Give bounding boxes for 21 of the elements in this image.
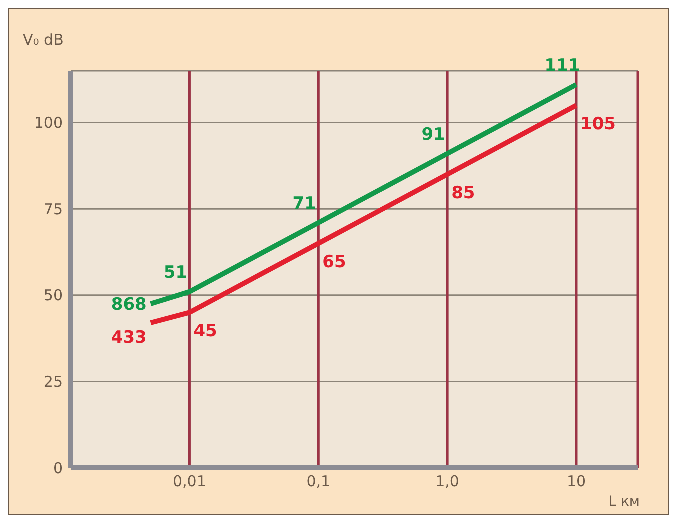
y-tick-label: 50 — [44, 286, 63, 305]
data-label: 111 — [544, 56, 580, 76]
data-label: 71 — [292, 194, 316, 214]
y-tick-label: 75 — [44, 200, 63, 218]
data-label: 91 — [422, 124, 446, 145]
data-label: 85 — [452, 184, 476, 204]
series-label: 433 — [111, 328, 147, 348]
data-label: 45 — [194, 322, 218, 342]
series-label: 868 — [111, 295, 147, 316]
y-tick-label: 25 — [44, 373, 63, 392]
y-axis-title: V₀ dB — [23, 31, 64, 49]
x-tick-label: 0,01 — [173, 472, 206, 491]
x-tick-label: 0,1 — [306, 472, 331, 491]
data-label: 51 — [164, 262, 188, 283]
x-tick-label: 1,0 — [436, 472, 460, 491]
x-axis-title: L км — [608, 494, 640, 510]
data-label: 105 — [580, 114, 616, 135]
data-label: 65 — [322, 252, 346, 273]
y-tick-label: 0 — [53, 459, 63, 478]
x-tick-label: 10 — [566, 472, 586, 491]
y-tick-label: 100 — [34, 114, 63, 132]
